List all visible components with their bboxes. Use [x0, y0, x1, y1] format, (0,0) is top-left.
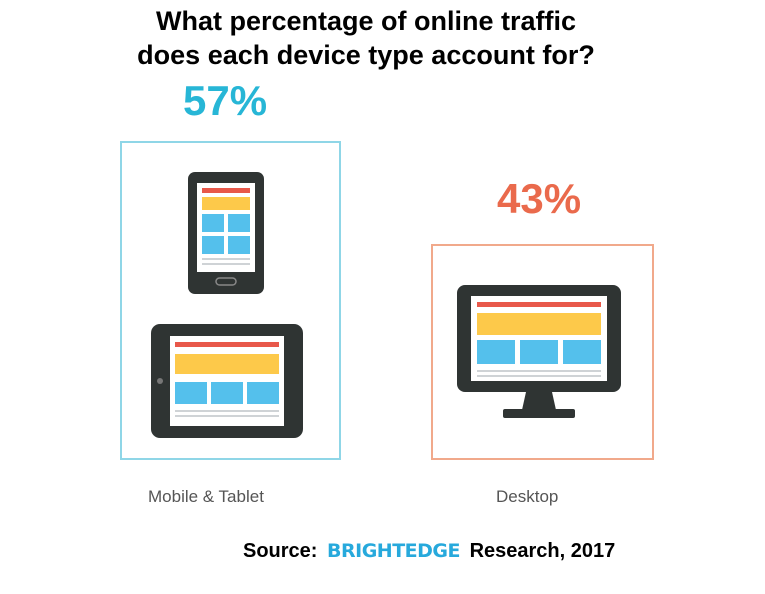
mobile-tablet-bar: [120, 141, 341, 460]
desktop-monitor-icon: [457, 285, 621, 418]
mobile-tablet-percentage: 57%: [183, 77, 268, 124]
desktop-label: Desktop: [496, 487, 559, 506]
source-citation: Source: BRIGHTEDGE Research, 2017: [243, 540, 615, 563]
chart-title: What percentage of online traffic does e…: [0, 4, 732, 72]
chart-title-line-2: does each device type account for?: [137, 40, 595, 70]
mobile-tablet-label: Mobile & Tablet: [148, 487, 264, 506]
chart-title-line-1: What percentage of online traffic: [155, 6, 577, 36]
desktop-percentage: 43%: [497, 175, 582, 222]
phone-icon: [188, 172, 264, 294]
source-suffix: Research, 2017: [469, 540, 616, 562]
brightedge-logo: BRIGHTEDGE: [327, 540, 460, 562]
source-prefix: Source:: [243, 540, 318, 562]
tablet-icon: [151, 324, 303, 438]
desktop-bar: [431, 244, 654, 460]
